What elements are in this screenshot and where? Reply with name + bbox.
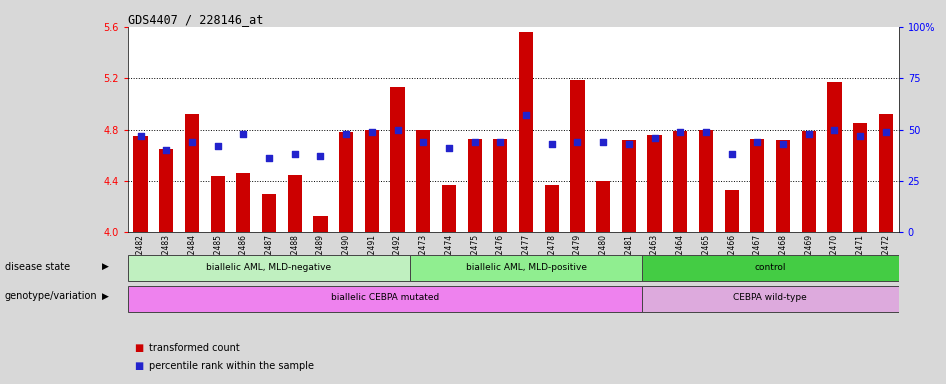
Text: control: control (755, 263, 786, 272)
Text: biallelic AML, MLD-negative: biallelic AML, MLD-negative (206, 263, 332, 272)
Point (364, 129, 379, 135)
Point (622, 141, 637, 147)
Point (184, 139, 200, 145)
Bar (467, 139, 482, 232)
Bar (622, 140, 636, 232)
Text: biallelic AML, MLD-positive: biallelic AML, MLD-positive (465, 263, 587, 272)
Text: disease state: disease state (5, 262, 70, 272)
Bar (236, 173, 251, 232)
Point (569, 139, 585, 145)
Bar (647, 135, 661, 232)
Bar (442, 185, 456, 232)
Point (390, 126, 405, 132)
Bar (641, 255, 899, 281)
Point (442, 145, 457, 151)
Text: ▶: ▶ (102, 262, 109, 271)
Text: biallelic CEBPA mutated: biallelic CEBPA mutated (330, 293, 439, 303)
Point (852, 133, 867, 139)
Text: transformed count: transformed count (149, 343, 240, 353)
Bar (416, 130, 430, 232)
Bar (128, 286, 641, 311)
Bar (313, 216, 327, 232)
Bar (339, 132, 353, 232)
Bar (801, 131, 815, 232)
Point (415, 139, 430, 145)
Point (724, 151, 739, 157)
Bar (211, 176, 225, 232)
Point (236, 131, 251, 137)
Text: CEBPA wild-type: CEBPA wild-type (733, 293, 807, 303)
Point (698, 129, 713, 135)
Bar (545, 185, 559, 232)
Point (261, 155, 276, 161)
Point (133, 133, 149, 139)
Point (339, 131, 354, 137)
Point (878, 129, 893, 135)
Bar (262, 194, 276, 232)
Point (544, 141, 559, 147)
Bar (133, 136, 148, 232)
Bar (853, 123, 867, 232)
Bar (725, 190, 739, 232)
Text: percentile rank within the sample: percentile rank within the sample (149, 361, 314, 371)
Point (467, 139, 482, 145)
Bar (674, 131, 688, 232)
Text: ■: ■ (134, 343, 144, 353)
Bar (365, 130, 379, 232)
Bar (776, 140, 790, 232)
Point (518, 112, 534, 118)
Point (159, 147, 174, 153)
Text: ■: ■ (134, 361, 144, 371)
Bar (493, 139, 507, 232)
Point (750, 139, 765, 145)
Text: ▶: ▶ (102, 292, 109, 301)
Bar (128, 255, 411, 281)
Point (776, 141, 791, 147)
Point (313, 153, 328, 159)
Point (288, 151, 303, 157)
Bar (879, 114, 893, 232)
Bar (641, 286, 899, 311)
Bar (288, 175, 302, 232)
Bar (519, 32, 534, 232)
Bar (570, 79, 585, 232)
Point (801, 131, 816, 137)
Point (493, 139, 508, 145)
Point (647, 135, 662, 141)
Point (827, 126, 842, 132)
Bar (159, 149, 173, 232)
Text: GDS4407 / 228146_at: GDS4407 / 228146_at (128, 13, 263, 26)
Bar (391, 87, 405, 232)
Bar (184, 114, 199, 232)
Text: genotype/variation: genotype/variation (5, 291, 97, 301)
Point (673, 129, 688, 135)
Point (210, 143, 225, 149)
Bar (699, 130, 713, 232)
Bar (750, 139, 764, 232)
Bar (411, 255, 641, 281)
Point (596, 139, 611, 145)
Bar (596, 181, 610, 232)
Bar (828, 82, 842, 232)
